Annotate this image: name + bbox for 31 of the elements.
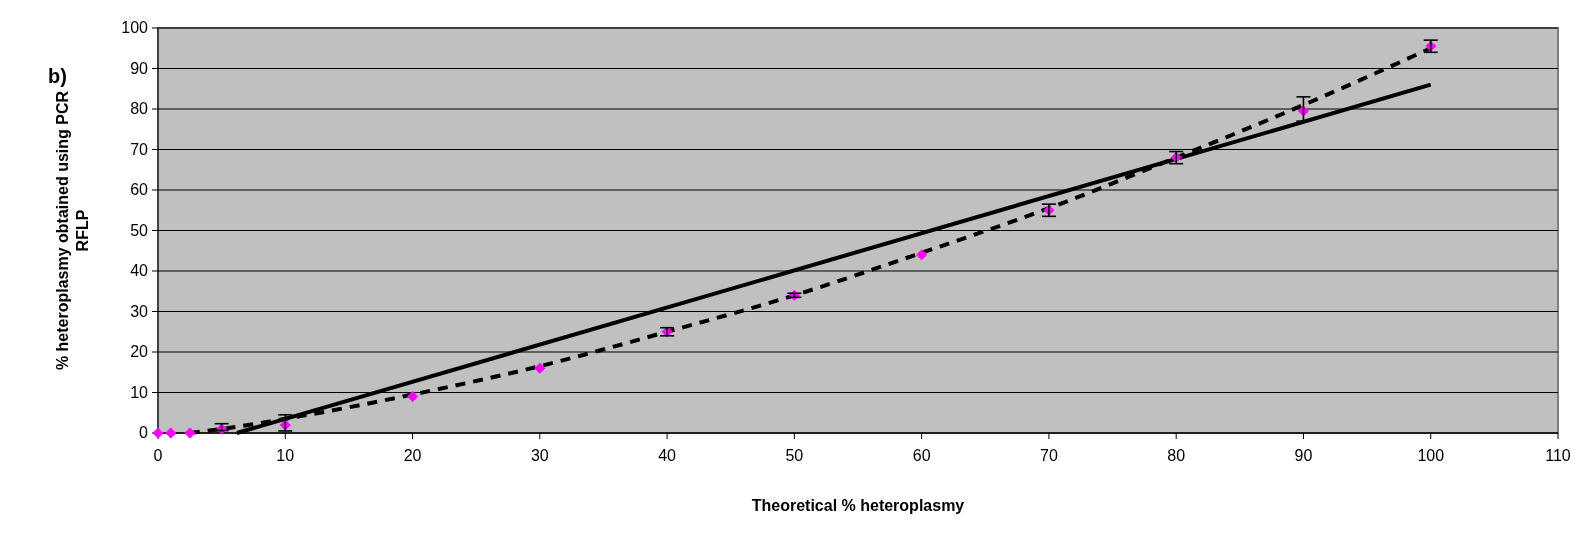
y-tick-label: 70: [130, 140, 149, 158]
point: [165, 427, 177, 439]
point: [184, 427, 196, 439]
x-axis-title: Theoretical % heteroplasmy: [751, 497, 965, 514]
x-tick-label: 10: [276, 447, 295, 464]
y-tick-label: 50: [130, 221, 149, 239]
x-tick-label: 60: [912, 447, 931, 464]
y-tick-label: 60: [130, 181, 149, 198]
x-tick-label: 80: [1167, 447, 1186, 464]
x-tick-label: 90: [1294, 447, 1313, 464]
y-tick-label: 40: [130, 262, 149, 279]
x-tick-label: 110: [1545, 447, 1571, 464]
x-tick-label: 30: [530, 447, 549, 464]
x-tick-label: 20: [403, 447, 422, 464]
x-tick-label: 0: [153, 447, 163, 464]
text: b): [48, 65, 67, 87]
point: [534, 362, 546, 374]
y-tick-label: 0: [139, 424, 149, 441]
y-tick-label: 30: [130, 302, 149, 320]
x-tick-label: 50: [785, 447, 804, 464]
y-tick-label: 80: [130, 100, 149, 117]
x-tick-label: 100: [1417, 447, 1445, 464]
y-axis-title: % heteroplasmy obtained using PCR RFLP: [54, 90, 91, 371]
y-tick-label: 90: [130, 59, 149, 77]
y-tick-label: 20: [130, 343, 149, 360]
y-tick-label: 10: [130, 383, 149, 401]
x-tick-label: 40: [658, 447, 677, 464]
y-tick-label: 100: [121, 19, 149, 36]
point: [916, 249, 928, 261]
point: [407, 391, 419, 403]
x-tick-label: 70: [1040, 447, 1058, 464]
